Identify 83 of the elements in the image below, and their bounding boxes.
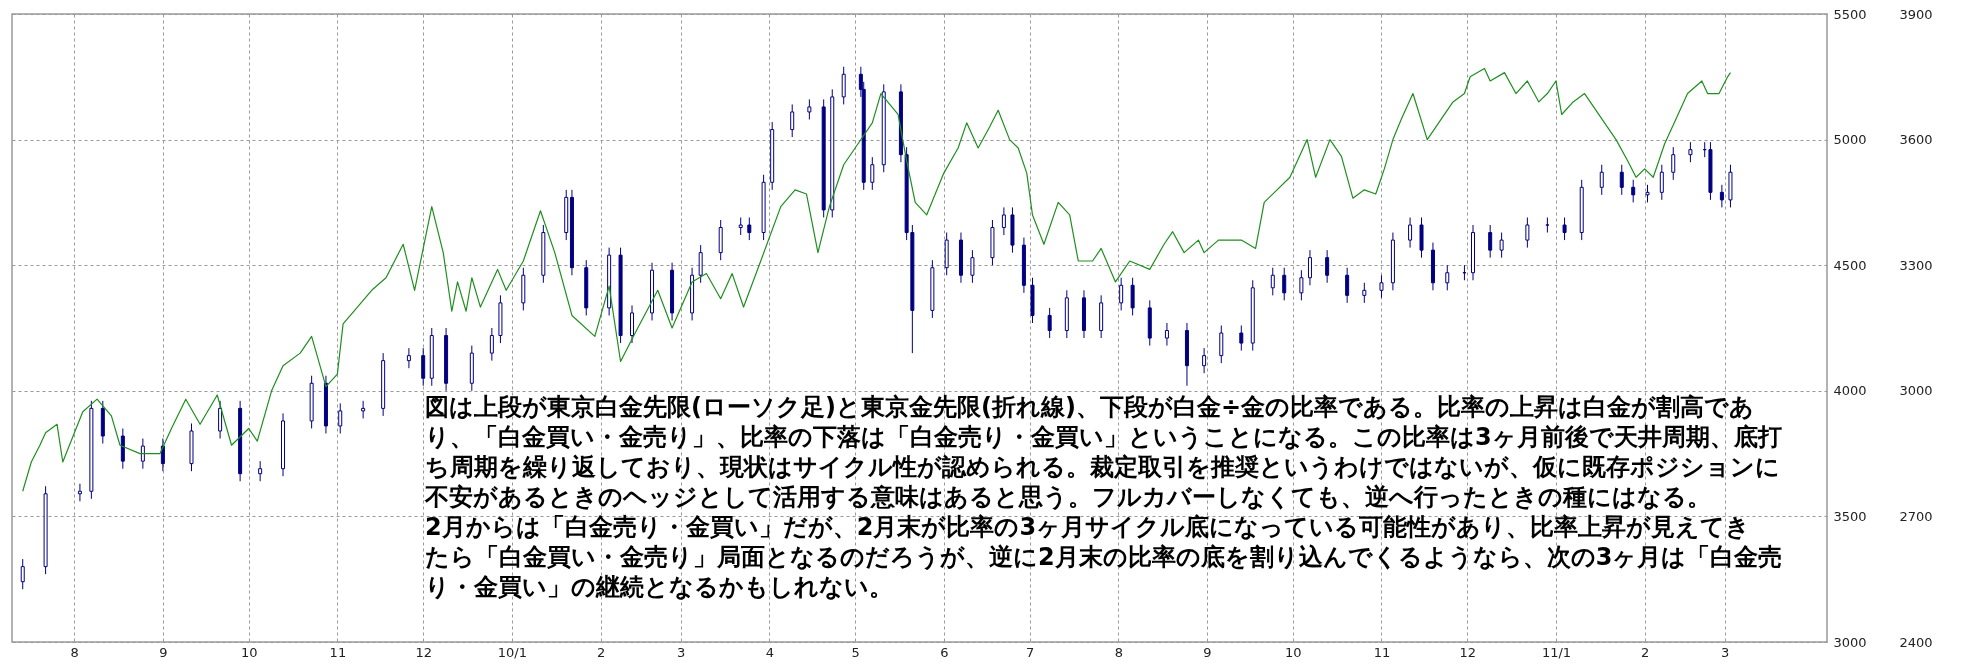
- candlestick: [807, 98, 812, 120]
- x-tick-label: 2: [596, 644, 606, 660]
- annotation: 2月からは「白金売り・金買い」だが、2月末が比率の3ヶ月サイクル底になっている可能性があり、比率上昇が見えてきたら「白金買い・金売り」局面となるのだろうが、逆に2月末の比率の底を割り込んでくるようなら、次の3ヶ月は「白金売り・金買い」の継続となるかもしれない。: [425, 513, 1783, 601]
- candlestick: [1299, 269, 1304, 301]
- x-tick-label: 8: [1114, 644, 1123, 660]
- candlestick: [1488, 224, 1493, 259]
- candlestick: [1671, 146, 1676, 181]
- y2-tick-label: 3000: [1899, 383, 1933, 399]
- candlestick: [1001, 206, 1006, 236]
- y-tick-label: 3500: [1833, 508, 1867, 524]
- candlestick: [1599, 164, 1604, 196]
- x-tick-label: 9: [1203, 644, 1212, 660]
- x-tick-label: 10: [240, 644, 258, 660]
- candlestick: [1345, 267, 1350, 304]
- candlestick: [1307, 249, 1312, 286]
- candlestick: [77, 483, 82, 502]
- candlestick: [1719, 184, 1724, 208]
- candlestick: [1525, 216, 1530, 249]
- candlestick: [489, 327, 494, 362]
- candlestick: [1562, 216, 1567, 241]
- candlestick: [1445, 264, 1450, 291]
- candlestick: [1545, 216, 1550, 234]
- x-tick-label: 11: [329, 644, 347, 660]
- x-tick-label: 8: [70, 644, 79, 660]
- candlestick: [140, 438, 145, 470]
- candlestick: [338, 402, 343, 434]
- candlestick: [1408, 216, 1413, 249]
- x-tick-label: 12: [1459, 644, 1477, 660]
- candlestick: [1202, 347, 1207, 374]
- y-tick-label: 4000: [1833, 383, 1867, 399]
- candlestick: [406, 347, 411, 369]
- x-tick-label: 4: [765, 644, 774, 660]
- candlestick: [1362, 282, 1367, 304]
- x-tick-label: 3: [1721, 644, 1730, 660]
- x-tick-label: 5: [851, 644, 860, 660]
- candlestick: [20, 558, 25, 590]
- x-tick-label: 11: [1373, 644, 1391, 660]
- candlestick: [1164, 322, 1169, 347]
- candlestick: [1499, 232, 1504, 259]
- y2-tick-label: 3600: [1899, 132, 1933, 148]
- y-tick-label: 3000: [1833, 634, 1867, 650]
- candlestick: [421, 347, 426, 387]
- x-tick-label: 7: [1025, 644, 1035, 660]
- candlestick: [1325, 249, 1330, 284]
- x-tick-label: 12: [415, 644, 432, 660]
- x-tick-label: 2: [1641, 644, 1650, 660]
- candlestick: [1130, 277, 1135, 316]
- x-tick-label: 11/1: [1541, 644, 1572, 660]
- candlestick: [1619, 164, 1624, 196]
- candlestick: [1119, 277, 1124, 311]
- candlestick: [1282, 267, 1287, 301]
- candlestick: [870, 156, 875, 191]
- candlestick: [630, 304, 635, 344]
- y2-tick-label: 2400: [1899, 634, 1933, 650]
- candlestick: [160, 438, 165, 472]
- candlestick: [1688, 141, 1693, 163]
- candlestick: [970, 249, 975, 284]
- candlestick: [1239, 324, 1244, 352]
- candlestick: [1659, 164, 1664, 201]
- candlestick: [747, 216, 752, 241]
- x-tick-label: 3: [677, 644, 686, 660]
- candlestick: [361, 400, 366, 419]
- candlestick: [218, 400, 223, 440]
- y-tick-label: 5500: [1833, 6, 1867, 22]
- y2-tick-label: 3300: [1899, 257, 1933, 273]
- y2-tick-label: 2700: [1899, 508, 1933, 524]
- candlestick: [1631, 179, 1636, 203]
- x-tick-label: 9: [159, 644, 168, 660]
- candlestick: [258, 460, 263, 482]
- x-tick-label: 10/1: [497, 644, 527, 660]
- candlestick: [1047, 307, 1052, 339]
- candlestick: [790, 103, 795, 138]
- x-tick-label: 6: [940, 644, 949, 660]
- y-tick-label: 4500: [1833, 257, 1867, 273]
- annotation: 図は上段が東京白金先限(ローソク足)と東京金先限(折れ線)、下段が白金÷金の比率である。比率の上昇は白金が割高であり、「白金買い・金売り」、比率の下落は「白金売り・金買い」ということになる。この比率は3ヶ月前後で天井周期、底打ち周期を繰り返しており、現状はサイクル性が認められる。裁定取引を推奨というわけではないが、仮に既存ポジションに不安があるときのヘッジとして活用する意味はあると思う。フルカバーしなくても、逆へ行ったときの種にはなる。: [424, 393, 1782, 511]
- candlestick: [1219, 324, 1224, 364]
- y-tick-label: 5000: [1833, 132, 1867, 148]
- candlestick: [1379, 274, 1384, 299]
- candlestick: [1270, 267, 1275, 296]
- x-tick-label: 10: [1285, 644, 1302, 660]
- candlestick: [698, 244, 703, 284]
- y2-tick-label: 3900: [1899, 6, 1933, 22]
- candlestick: [841, 66, 846, 105]
